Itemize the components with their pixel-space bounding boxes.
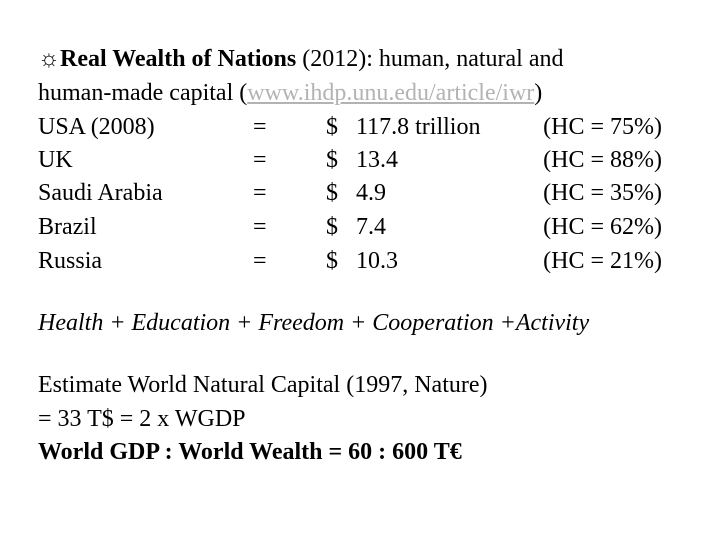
estimate-line-3: World GDP : World Wealth = 60 : 600 T€ xyxy=(38,439,462,465)
country-cell: Saudi Arabia xyxy=(38,180,163,206)
country-cell: Brazil xyxy=(38,214,97,240)
hc-cell: (HC = 75%) xyxy=(543,114,662,140)
formula-line: Health + Education + Freedom + Cooperati… xyxy=(38,310,590,336)
title-line2-prefix: human-made capital ( xyxy=(38,80,248,106)
equals-cell: = xyxy=(253,248,267,274)
estimate-line-2: = 33 T$ = 2 x WGDP xyxy=(38,406,246,432)
hc-cell: (HC = 21%) xyxy=(543,248,662,274)
table-row: UK = $13.4 (HC = 88%) xyxy=(0,145,720,179)
equals-cell: = xyxy=(253,147,267,173)
currency-cell: $ xyxy=(326,248,338,274)
currency-cell: $ xyxy=(326,147,338,173)
title-line-2: human-made capital (www.ihdp.unu.edu/art… xyxy=(38,78,542,108)
title-rest: (2012): human, natural and xyxy=(296,46,564,72)
table-row: Brazil = $7.4 (HC = 62%) xyxy=(0,212,720,246)
title-line-1: ☼Real Wealth of Nations (2012): human, n… xyxy=(38,44,564,74)
country-cell: Russia xyxy=(38,248,103,274)
equals-cell: = xyxy=(253,214,267,240)
value-cell: 7.4 xyxy=(356,214,386,240)
currency-cell: $ xyxy=(326,114,338,140)
value-cell: 10.3 xyxy=(356,248,398,274)
equals-cell: = xyxy=(253,114,267,140)
value-cell: 13.4 xyxy=(356,147,398,173)
hc-cell: (HC = 88%) xyxy=(543,147,662,173)
country-cell: UK xyxy=(38,147,73,173)
value-cell: 4.9 xyxy=(356,180,386,206)
hc-cell: (HC = 62%) xyxy=(543,214,662,240)
estimate-line-1: Estimate World Natural Capital (1997, Na… xyxy=(38,372,488,398)
equals-cell: = xyxy=(253,180,267,206)
table-row: Russia = $10.3 (HC = 21%) xyxy=(0,246,720,280)
table-row: USA (2008) = $117.8 trillion (HC = 75%) xyxy=(0,112,720,146)
country-cell: USA (2008) xyxy=(38,114,155,140)
title-line2-suffix: ) xyxy=(534,80,543,106)
value-cell: 117.8 trillion xyxy=(356,114,481,140)
sun-icon: ☼ xyxy=(38,46,60,72)
source-link[interactable]: www.ihdp.unu.edu/article/iwr xyxy=(247,80,535,106)
title-bold: Real Wealth of Nations xyxy=(60,46,297,72)
hc-cell: (HC = 35%) xyxy=(543,180,662,206)
currency-cell: $ xyxy=(326,180,338,206)
currency-cell: $ xyxy=(326,214,338,240)
table-row: Saudi Arabia = $4.9 (HC = 35%) xyxy=(0,178,720,212)
